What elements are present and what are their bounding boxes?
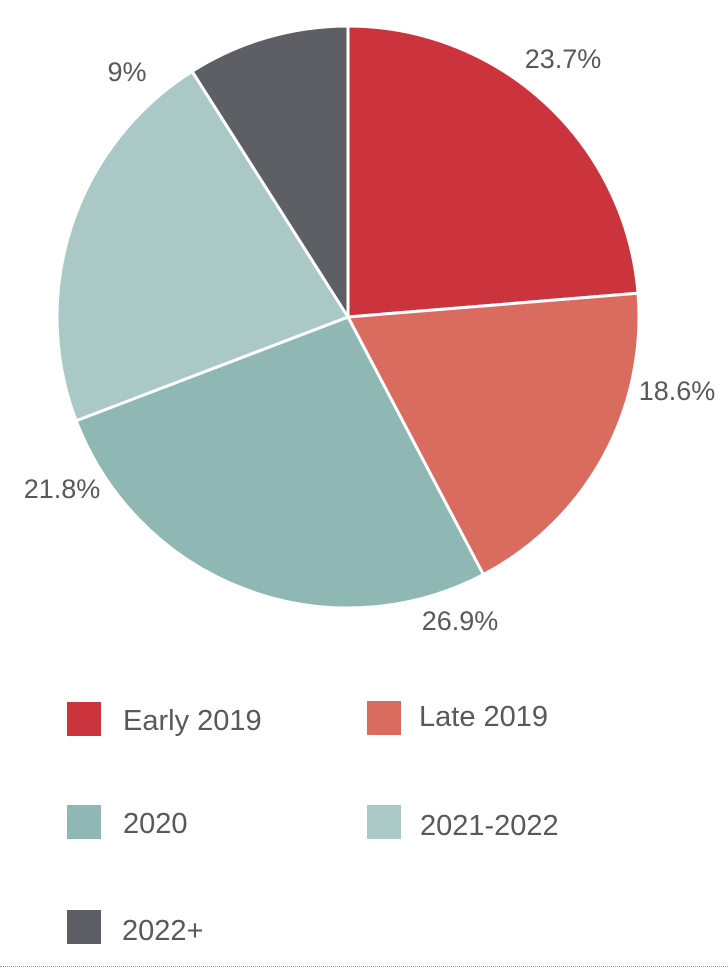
legend-item-2022: 2022+ — [67, 910, 203, 947]
pie-slice-2022 — [190, 24, 350, 319]
pie-label-2021-2022: 21.8% — [24, 474, 101, 504]
chart-legend: Early 2019 Late 2019 2020 2021-2022 2022+ — [67, 701, 559, 947]
legend-label-2020: 2020 — [123, 808, 188, 840]
legend-item-early-2019: Early 2019 — [67, 702, 262, 737]
pie-label-2020: 26.9% — [422, 606, 499, 636]
legend-swatch-2021-2022 — [367, 805, 401, 839]
pie-label-early-2019: 23.7% — [525, 44, 602, 74]
legend-label-late-2019: Late 2019 — [419, 701, 548, 733]
pie-percent-labels: 23.7% 18.6% 26.9% 21.8% 9% — [24, 44, 716, 636]
legend-label-2021-2022: 2021-2022 — [420, 810, 559, 842]
pie-slice-2020 — [74, 315, 485, 610]
legend-swatch-2020 — [67, 805, 101, 839]
legend-label-early-2019: Early 2019 — [123, 705, 262, 737]
pie-slice-early-2019 — [346, 24, 640, 319]
legend-swatch-early-2019 — [67, 702, 101, 736]
pie-slices — [55, 24, 641, 610]
bottom-divider — [0, 966, 728, 967]
legend-item-late-2019: Late 2019 — [367, 701, 548, 735]
legend-item-2020: 2020 — [67, 805, 188, 840]
pie-label-late-2019: 18.6% — [639, 376, 716, 406]
pie-slice-late-2019 — [346, 291, 641, 577]
legend-item-2021-2022: 2021-2022 — [367, 805, 559, 842]
legend-swatch-late-2019 — [367, 701, 401, 735]
pie-label-2022: 9% — [107, 57, 146, 87]
legend-label-2022: 2022+ — [122, 915, 203, 947]
pie-slice-2021-2022 — [55, 69, 350, 423]
legend-swatch-2022 — [67, 910, 101, 944]
